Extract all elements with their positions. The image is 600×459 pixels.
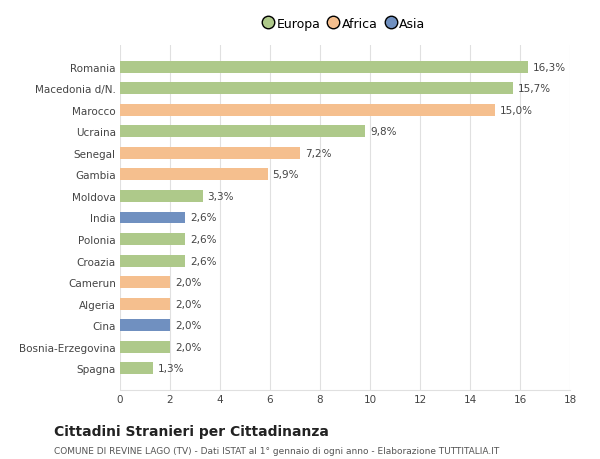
Bar — [120, 277, 170, 288]
Bar — [120, 363, 152, 375]
Text: 2,0%: 2,0% — [175, 342, 202, 352]
Bar — [120, 62, 527, 73]
Text: 2,6%: 2,6% — [190, 235, 217, 245]
Text: 2,0%: 2,0% — [175, 278, 202, 287]
Bar — [120, 212, 185, 224]
Legend: Europa, Africa, Asia: Europa, Africa, Asia — [262, 14, 428, 35]
Bar — [120, 341, 170, 353]
Text: COMUNE DI REVINE LAGO (TV) - Dati ISTAT al 1° gennaio di ogni anno - Elaborazion: COMUNE DI REVINE LAGO (TV) - Dati ISTAT … — [54, 446, 499, 455]
Text: 2,6%: 2,6% — [190, 213, 217, 223]
Text: 16,3%: 16,3% — [533, 62, 566, 73]
Bar — [120, 148, 300, 159]
Text: 2,6%: 2,6% — [190, 256, 217, 266]
Text: 1,3%: 1,3% — [157, 364, 184, 374]
Bar — [120, 105, 495, 117]
Text: Cittadini Stranieri per Cittadinanza: Cittadini Stranieri per Cittadinanza — [54, 425, 329, 438]
Bar — [120, 83, 512, 95]
Text: 2,0%: 2,0% — [175, 320, 202, 330]
Text: 15,7%: 15,7% — [517, 84, 551, 94]
Text: 9,8%: 9,8% — [370, 127, 397, 137]
Text: 3,3%: 3,3% — [208, 191, 234, 202]
Text: 2,0%: 2,0% — [175, 299, 202, 309]
Bar — [120, 255, 185, 267]
Bar — [120, 126, 365, 138]
Bar — [120, 190, 203, 202]
Bar — [120, 169, 268, 181]
Text: 5,9%: 5,9% — [272, 170, 299, 180]
Bar — [120, 319, 170, 331]
Text: 15,0%: 15,0% — [500, 106, 533, 116]
Text: 7,2%: 7,2% — [305, 149, 331, 158]
Bar — [120, 298, 170, 310]
Bar — [120, 234, 185, 246]
